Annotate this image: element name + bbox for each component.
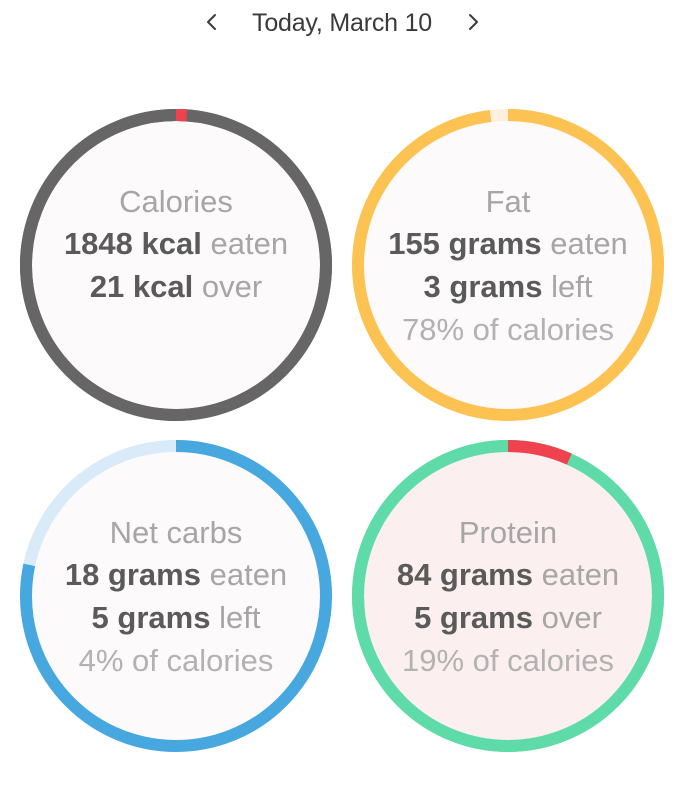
ring-over-segment <box>20 109 332 421</box>
ring-background <box>31 120 321 410</box>
eaten-label: eaten <box>210 226 289 261</box>
eaten-value: 84 grams <box>396 557 533 592</box>
date-title[interactable]: Today, March 10 <box>252 9 432 37</box>
protein-ring[interactable]: Protein 84 grams eaten 5 grams over 19% … <box>352 440 664 752</box>
ring-background <box>31 451 321 741</box>
calorie-percentage: 78% of calories <box>402 312 614 347</box>
remaining-label: over <box>541 600 602 635</box>
eaten-label: eaten <box>550 226 628 261</box>
ring-background <box>363 451 653 741</box>
remaining-line: 21 kcal over <box>20 265 332 308</box>
eaten-label: eaten <box>541 557 620 592</box>
next-day-button[interactable] <box>458 6 488 38</box>
date-header: Today, March 10 <box>0 0 684 46</box>
remaining-label: over <box>201 269 263 304</box>
eaten-line: 84 grams eaten <box>352 553 664 596</box>
eaten-value: 18 grams <box>64 557 201 592</box>
eaten-line: 155 grams eaten <box>352 222 664 265</box>
calorie-percentage: 4% of calories <box>78 643 274 678</box>
eaten-line: 18 grams eaten <box>20 553 332 596</box>
remaining-value: 5 grams <box>91 600 211 635</box>
eaten-value: 155 grams <box>388 226 542 261</box>
calories-ring-graphic <box>20 109 332 421</box>
remaining-line: 5 grams over <box>352 596 664 639</box>
protein-ring-graphic <box>352 440 664 752</box>
ring-title: Net carbs <box>109 515 243 550</box>
ring-title: Calories <box>119 184 233 219</box>
ring-over-segment <box>352 440 664 752</box>
ring-background <box>363 120 653 410</box>
chevron-left-icon <box>207 14 216 30</box>
remaining-line: 3 grams left <box>352 265 664 308</box>
fat-ring-graphic <box>352 109 664 421</box>
remaining-value: 5 grams <box>414 600 533 635</box>
remaining-value: 3 grams <box>423 269 543 304</box>
ring-title: Fat <box>485 184 531 219</box>
eaten-line: 1848 kcal eaten <box>20 222 332 265</box>
fat-ring[interactable]: Fat 155 grams eaten 3 grams left 78% of … <box>352 109 664 421</box>
remaining-line: 5 grams left <box>20 596 332 639</box>
remaining-value: 21 kcal <box>89 269 194 304</box>
ring-progress <box>20 440 332 752</box>
eaten-label: eaten <box>209 557 288 592</box>
previous-day-button[interactable] <box>197 6 227 38</box>
ring-progress <box>352 109 664 421</box>
net-carbs-ring-graphic <box>20 440 332 752</box>
ring-title: Protein <box>458 515 558 550</box>
net-carbs-ring[interactable]: Net carbs 18 grams eaten 5 grams left 4%… <box>20 440 332 752</box>
eaten-value: 1848 kcal <box>63 226 202 261</box>
calories-ring[interactable]: Calories 1848 kcal eaten 21 kcal over <box>20 109 332 421</box>
remaining-label: left <box>219 600 261 635</box>
calorie-percentage: 19% of calories <box>402 643 614 678</box>
chevron-right-icon <box>469 14 478 30</box>
remaining-label: left <box>551 269 593 304</box>
